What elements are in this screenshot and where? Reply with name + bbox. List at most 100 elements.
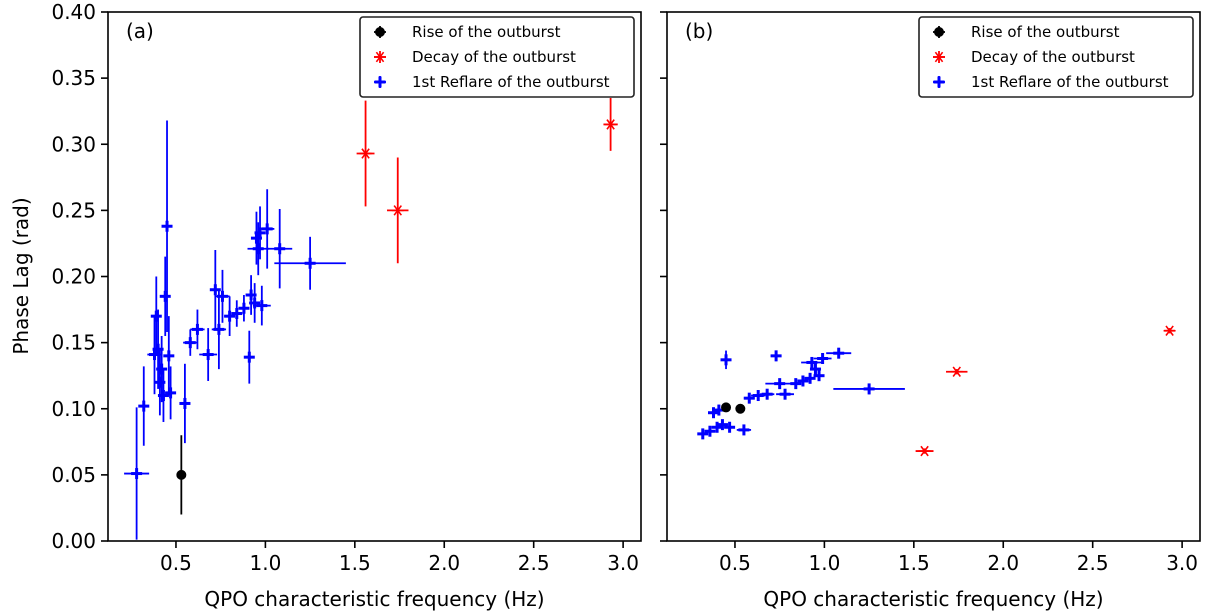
legend-label: 1st Reflare of the outburst bbox=[971, 73, 1169, 91]
legend-entry: Rise of the outburst bbox=[933, 23, 1120, 41]
data-layer bbox=[124, 97, 618, 540]
data-point bbox=[804, 372, 816, 384]
data-point bbox=[176, 469, 187, 480]
y-tick-label: 0.20 bbox=[51, 265, 96, 289]
legend: Rise of the outburst Decay of the outburs… bbox=[918, 16, 1194, 98]
legend-marker bbox=[374, 76, 386, 88]
y-axis-title: Phase Lag (rad) bbox=[9, 197, 33, 354]
data-point bbox=[231, 308, 243, 320]
x-tick-label: 2.0 bbox=[428, 551, 460, 575]
data-point bbox=[790, 378, 802, 390]
x-tick-label: 2.5 bbox=[518, 551, 550, 575]
y-tick-label: 0.40 bbox=[51, 0, 96, 24]
data-point bbox=[809, 363, 821, 375]
legend-label: 1st Reflare of the outburst bbox=[412, 73, 610, 91]
data-point bbox=[604, 119, 617, 130]
x-tick-label: 0.5 bbox=[719, 551, 751, 575]
data-point bbox=[243, 351, 255, 363]
x-tick-label: 1.5 bbox=[898, 551, 930, 575]
data-point bbox=[184, 337, 196, 349]
legend-label: Rise of the outburst bbox=[971, 23, 1120, 41]
data-point bbox=[761, 388, 773, 400]
y-tick-label: 0.10 bbox=[51, 397, 96, 421]
x-tick-label: 1.0 bbox=[808, 551, 840, 575]
data-point bbox=[724, 421, 736, 433]
y-tick-label: 0.35 bbox=[51, 66, 96, 90]
series-circle bbox=[721, 402, 746, 414]
data-point bbox=[833, 347, 845, 359]
y-tick-label: 0.30 bbox=[51, 132, 96, 156]
legend-label: Decay of the outburst bbox=[412, 48, 576, 66]
data-point bbox=[743, 392, 755, 404]
legend-marker bbox=[374, 51, 386, 63]
data-point bbox=[156, 363, 168, 375]
data-point bbox=[249, 297, 261, 309]
data-point bbox=[191, 323, 203, 335]
series-asterisk bbox=[356, 97, 618, 264]
data-point bbox=[157, 390, 169, 402]
data-point bbox=[1163, 325, 1176, 337]
series-asterisk bbox=[915, 325, 1176, 457]
legend-box bbox=[918, 16, 1194, 98]
x-tick-label: 0.5 bbox=[160, 551, 192, 575]
legend-entry: Decay of the outburst bbox=[374, 48, 576, 66]
data-point bbox=[774, 378, 786, 390]
x-tick-label: 1.0 bbox=[249, 551, 281, 575]
data-point bbox=[274, 243, 286, 255]
data-point bbox=[159, 290, 171, 302]
series-plus bbox=[124, 120, 346, 540]
data-point bbox=[817, 352, 829, 364]
data-point bbox=[797, 375, 809, 387]
data-point bbox=[161, 220, 173, 232]
panel-a: 0.00 0.05 0.10 0.15 0.20 0.25 0.30 0.35 0.40 0.5 1… bbox=[51, 0, 642, 611]
data-point bbox=[304, 257, 316, 269]
data-point bbox=[138, 400, 150, 412]
data-point bbox=[697, 428, 709, 440]
data-point bbox=[779, 388, 791, 400]
data-point bbox=[150, 310, 162, 322]
x-tick-label: 2.5 bbox=[1077, 551, 1109, 575]
plot-frame bbox=[107, 11, 642, 542]
legend-box bbox=[359, 16, 635, 98]
data-point bbox=[716, 419, 728, 431]
data-point bbox=[213, 323, 225, 335]
series-plus bbox=[697, 347, 905, 440]
data-point bbox=[179, 397, 191, 409]
data-point bbox=[918, 445, 931, 457]
data-point bbox=[163, 350, 175, 362]
data-point bbox=[238, 302, 250, 314]
x-axis-title: QPO characteristic frequency (Hz) bbox=[763, 587, 1103, 611]
data-point bbox=[721, 402, 732, 413]
data-layer bbox=[697, 325, 1176, 457]
data-point bbox=[391, 205, 404, 216]
data-point bbox=[863, 383, 875, 395]
data-point bbox=[256, 300, 268, 312]
data-point bbox=[950, 366, 963, 377]
legend-marker bbox=[375, 27, 385, 37]
data-point bbox=[165, 387, 177, 399]
data-point bbox=[735, 403, 746, 414]
x-tick-label: 3.0 bbox=[607, 551, 639, 575]
x-tick-label: 1.5 bbox=[339, 551, 371, 575]
legend-entry: 1st Reflare of the outburst bbox=[933, 73, 1169, 91]
data-point bbox=[720, 354, 732, 366]
legend-marker bbox=[933, 76, 945, 88]
data-point bbox=[261, 223, 273, 235]
panel-label: (b) bbox=[685, 19, 713, 43]
legend: Rise of the outburst Decay of the outburs… bbox=[359, 16, 635, 98]
data-point bbox=[704, 425, 716, 437]
data-point bbox=[359, 148, 372, 159]
data-point bbox=[806, 356, 818, 368]
data-point bbox=[224, 310, 236, 322]
y-tick-label: 0.05 bbox=[51, 463, 96, 487]
data-point bbox=[813, 370, 825, 382]
panel-b: 0.5 1.0 1.5 2.0 2.5 3.0 QPO characteristic fre… bbox=[660, 11, 1201, 611]
plot-frame bbox=[666, 11, 1201, 542]
y-tick-label: 0.25 bbox=[51, 198, 96, 222]
legend-entry: 1st Reflare of the outburst bbox=[374, 73, 610, 91]
legend-entry: Rise of the outburst bbox=[374, 23, 561, 41]
x-tick-label: 3.0 bbox=[1166, 551, 1198, 575]
legend-label: Rise of the outburst bbox=[412, 23, 561, 41]
x-tick-label: 2.0 bbox=[987, 551, 1019, 575]
